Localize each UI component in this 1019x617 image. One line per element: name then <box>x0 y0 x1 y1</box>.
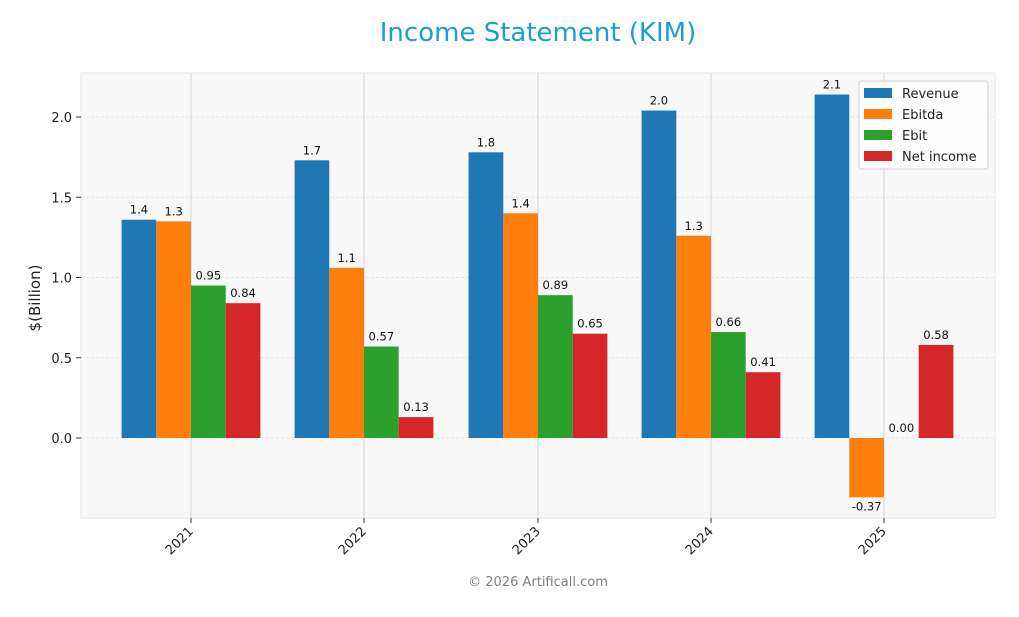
bar-value-label: 0.84 <box>230 286 256 300</box>
y-tick-label: 2.0 <box>51 111 72 126</box>
y-tick-label: 1.0 <box>51 272 72 287</box>
bar-ebitda <box>156 221 191 438</box>
bar-ebit <box>191 285 226 438</box>
legend-swatch-revenue <box>864 88 892 98</box>
x-tick-label: 2023 <box>510 524 544 558</box>
bar-ebitda <box>849 438 884 498</box>
bar-net-income <box>745 372 781 438</box>
legend-label: Net income <box>902 150 977 165</box>
y-tick-label: 0.5 <box>51 352 72 367</box>
x-tick-label: 2022 <box>336 524 370 558</box>
bar-net-income <box>225 303 261 438</box>
bar-value-label: -0.37 <box>852 499 882 513</box>
bar-value-label: 0.41 <box>750 355 776 369</box>
bar-value-label: 2.0 <box>650 94 668 108</box>
bar-value-label: 1.4 <box>130 203 148 217</box>
bar-value-label: 0.65 <box>577 317 603 331</box>
y-axis-label: $(Billion) <box>26 265 44 332</box>
bar-value-label: 0.66 <box>716 315 742 329</box>
bar-revenue <box>294 160 330 438</box>
bar-value-label: 0.89 <box>543 278 569 292</box>
bar-ebitda <box>503 213 538 438</box>
legend-label: Ebit <box>902 129 927 144</box>
y-tick-label: 0.0 <box>51 432 72 447</box>
x-tick-label: 2024 <box>683 524 717 558</box>
bar-value-label: 2.1 <box>823 78 841 92</box>
bar-ebitda <box>676 235 711 438</box>
bar-value-label: 1.8 <box>477 135 495 149</box>
bar-revenue <box>468 152 504 438</box>
bar-ebit <box>538 295 573 438</box>
legend-swatch-ebit <box>864 130 892 140</box>
bar-value-label: 1.3 <box>165 204 183 218</box>
bar-ebit <box>711 332 746 438</box>
y-tick-label: 1.5 <box>51 191 72 206</box>
legend-box <box>858 80 989 170</box>
bar-value-label: 0.95 <box>196 269 222 283</box>
bar-revenue <box>814 94 850 438</box>
bar-ebit <box>364 346 399 438</box>
bar-value-label: 1.3 <box>685 219 703 233</box>
chart-title: Income Statement (KIM) <box>379 18 697 48</box>
bar-net-income <box>398 417 434 438</box>
bar-value-label: 0.13 <box>403 400 429 414</box>
bar-value-label: 0.58 <box>923 328 949 342</box>
bar-net-income <box>918 344 954 438</box>
x-tick-label: 2025 <box>856 524 890 558</box>
bar-net-income <box>572 333 608 438</box>
bar-revenue <box>641 110 677 438</box>
legend-label: Revenue <box>902 87 959 102</box>
copyright-footer: © 2026 Artificall.com <box>468 575 608 590</box>
bar-value-label: 0.57 <box>369 330 395 344</box>
bar-value-label: 1.4 <box>512 196 530 210</box>
legend-label: Ebitda <box>902 108 943 123</box>
bar-value-label: 1.1 <box>338 251 356 265</box>
legend-swatch-net-income <box>864 151 892 161</box>
x-tick-label: 2021 <box>163 524 197 558</box>
legend-swatch-ebitda <box>864 109 892 119</box>
bar-revenue <box>121 219 157 438</box>
bar-value-label: 1.7 <box>303 143 321 157</box>
bar-value-label: 0.00 <box>889 421 915 435</box>
bar-ebitda <box>329 267 364 438</box>
